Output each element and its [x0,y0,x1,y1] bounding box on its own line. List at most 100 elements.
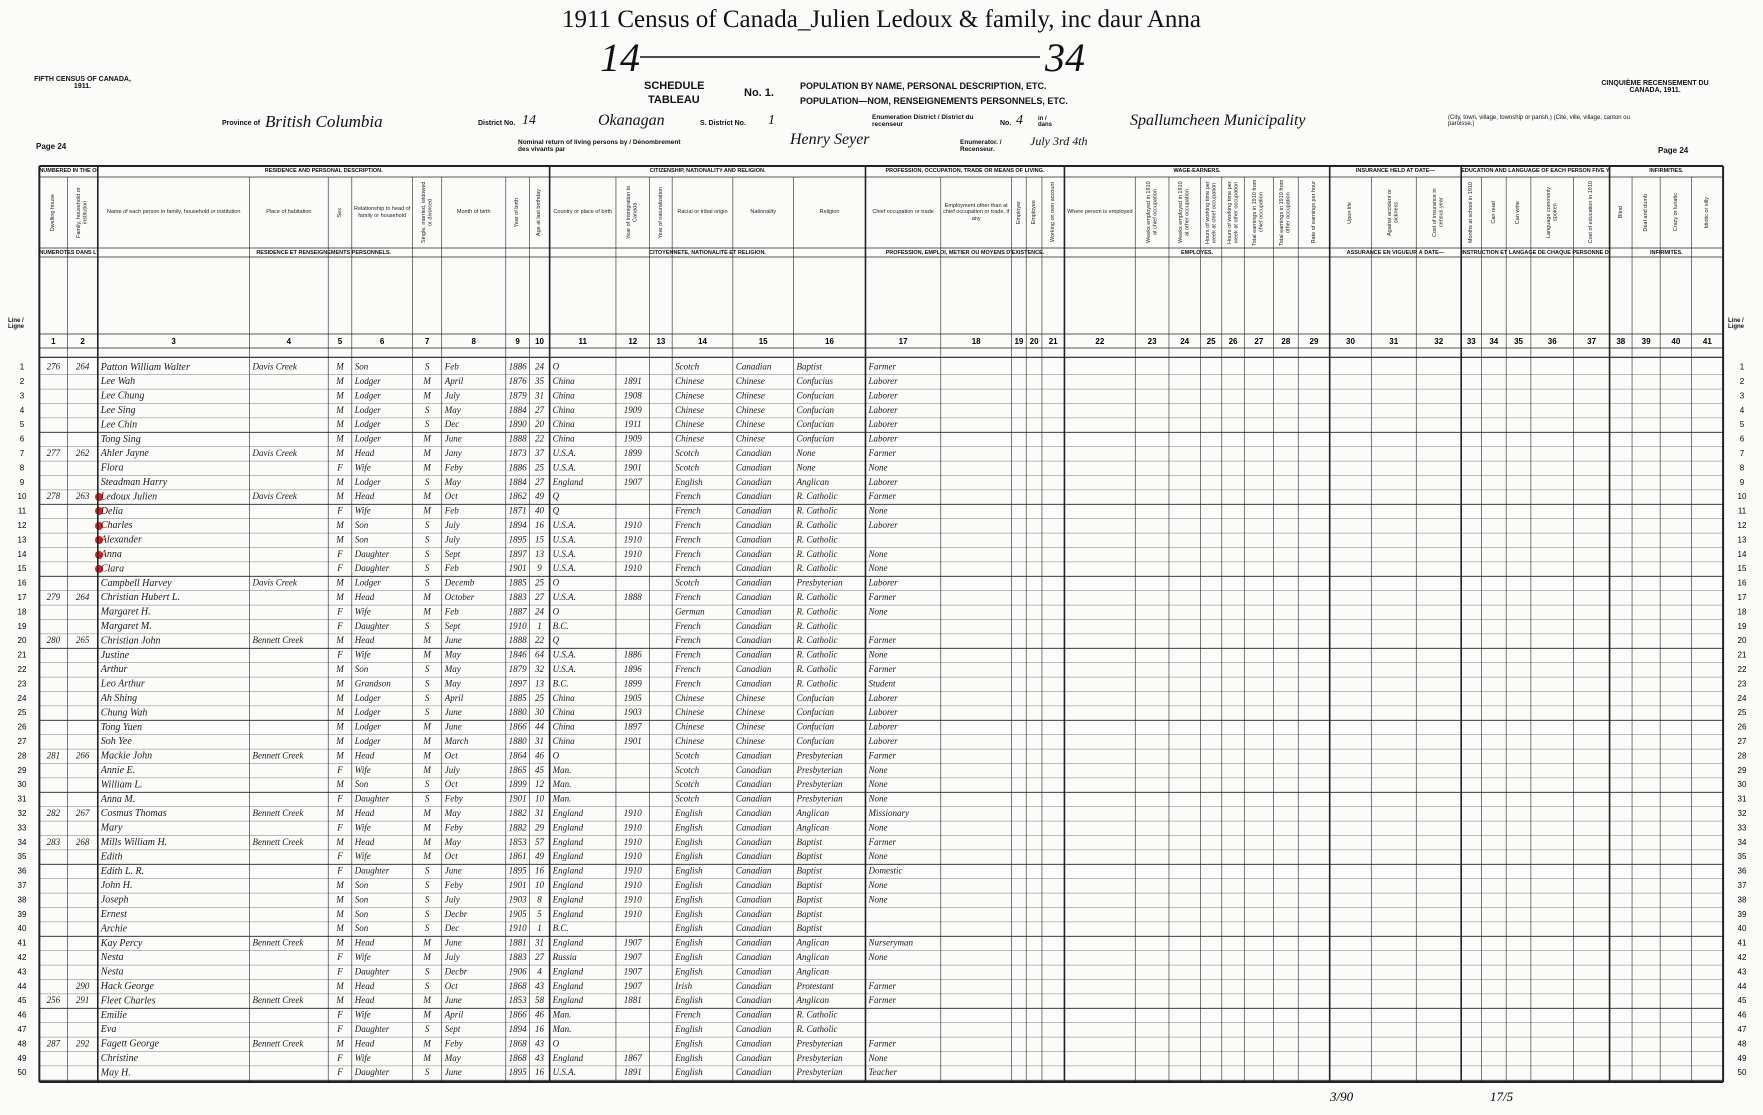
section-heading-fr-text: CITOYENNETÉ, NATIONALITÉ ET RELIGION. [649,250,766,256]
line-number: 37 [1738,881,1747,890]
cell: English [674,1053,703,1063]
cell: R. Catholic [796,491,838,501]
cell: Fagett George [100,1039,160,1050]
schedule-en: POPULATION BY NAME, PERSONAL DESCRIPTION… [800,81,1047,91]
line-number: 24 [18,694,27,703]
cell: Bennett Creek [253,808,305,818]
line-number: 44 [18,982,27,991]
cell: M [422,1053,431,1063]
cell: 1903 [624,707,643,717]
cell: Laborer [867,419,898,429]
enum-no: 4 [1016,113,1023,128]
cell: 29 [535,822,545,832]
place-note: (City, town, village, township or parish… [1448,115,1630,127]
cell: M [335,707,344,717]
column-head: Place of habitation [251,179,328,246]
cell: Bennett Creek [253,938,305,948]
cell: Ah Shing [100,693,137,704]
cell: Canadian [736,923,772,933]
cell: M [335,419,344,429]
cell: 12 [535,779,545,789]
line-number: 11 [1738,507,1747,516]
line-number: 14 [18,550,27,559]
cell: 27 [535,952,545,962]
cell: Son [355,779,369,789]
cell: Laborer [867,736,898,746]
cell: 1910 [624,866,643,876]
cell: July [445,952,460,962]
cell: 281 [47,750,61,760]
cell: S [425,578,430,588]
column-head-text: Can read [1490,201,1497,224]
cell: F [336,765,343,775]
line-number: 19 [1738,622,1747,631]
cell: 1 [537,923,542,933]
cell: Canadian [736,477,772,487]
column-head-text: Relationship to head of family or househ… [354,206,411,219]
cell: Canadian [736,765,772,775]
cell: S [425,405,430,415]
cell: 1886 [509,362,528,372]
cell: Farmer [867,981,896,991]
cell: M [335,390,344,400]
cell: Canadian [736,952,772,962]
cell: S [425,909,430,919]
cell: French [674,635,701,645]
column-number: 8 [472,337,477,346]
cell: England [552,477,584,487]
cell: M [335,1038,344,1048]
cell: Ernest [100,909,127,920]
cell: Feby [444,1038,463,1048]
cell: 1 [537,621,542,631]
cell: 27 [535,405,545,415]
cell: Arthur [100,664,128,675]
cell: Mary [100,823,123,834]
district-no: 14 [522,113,536,128]
cell: Lee Chung [100,391,145,402]
cell: Laborer [867,693,898,703]
section-heading-fr-text: INSTRUCTION ET LANGAGE DE CHAQUE PERSONN… [1461,250,1609,256]
cell: O [553,606,560,616]
cell: None [867,563,887,573]
cell: 291 [76,995,90,1005]
cell: None [867,822,887,832]
cell: Anna M. [100,794,135,805]
column-head-text: Racial or tribal origin [677,209,728,216]
line-number: 34 [18,838,27,847]
cell: O [553,578,560,588]
cell: 24 [535,606,545,616]
column-head-text: Place of habitation [266,209,312,216]
column-head-text: Weeks employed in 1910 at chief occupati… [1145,181,1159,244]
section-heading-text: WAGE-EARNERS. [1173,168,1221,174]
column-head: Crazy or lunatic [1661,179,1690,246]
cell: R. Catholic [796,520,838,530]
column-head-text: Total earnings in 1910 from chief occupa… [1252,179,1265,246]
cell: Q [553,635,560,645]
cell: May [444,477,461,487]
section-heading-fr: CITOYENNETÉ, NATIONALITÉ ET RELIGION. [550,250,866,256]
cell: Canadian [736,880,772,890]
cell: M [422,376,431,386]
line-number: 27 [1738,737,1747,746]
cell: 1868 [509,1038,528,1048]
column-number: 2 [80,337,85,346]
title: 1911 Census of Canada_Julien Ledoux & fa… [562,6,1201,33]
cell: S [425,534,430,544]
cell: June [445,722,462,732]
cell: June [445,866,462,876]
column-number: 16 [825,337,834,346]
column-head-text: Dwelling house [50,193,57,232]
cell: Oct [445,750,458,760]
column-head: Age at last birthday [530,179,548,246]
cell: French [674,520,701,530]
cell: M [422,851,431,861]
cell: Man. [552,1010,572,1020]
column-head-text: Employee [1030,200,1037,225]
cell: Grandson [355,678,392,688]
section-heading-fr: PROFESSION, EMPLOI, MÉTIER OU MOYENS D'E… [865,250,1064,256]
cell: Anglican [796,808,830,818]
cell: Edith L. R. [100,866,144,877]
cell: 22 [535,635,545,645]
cell: Confucian [797,736,835,746]
cell: Wife [355,606,371,616]
